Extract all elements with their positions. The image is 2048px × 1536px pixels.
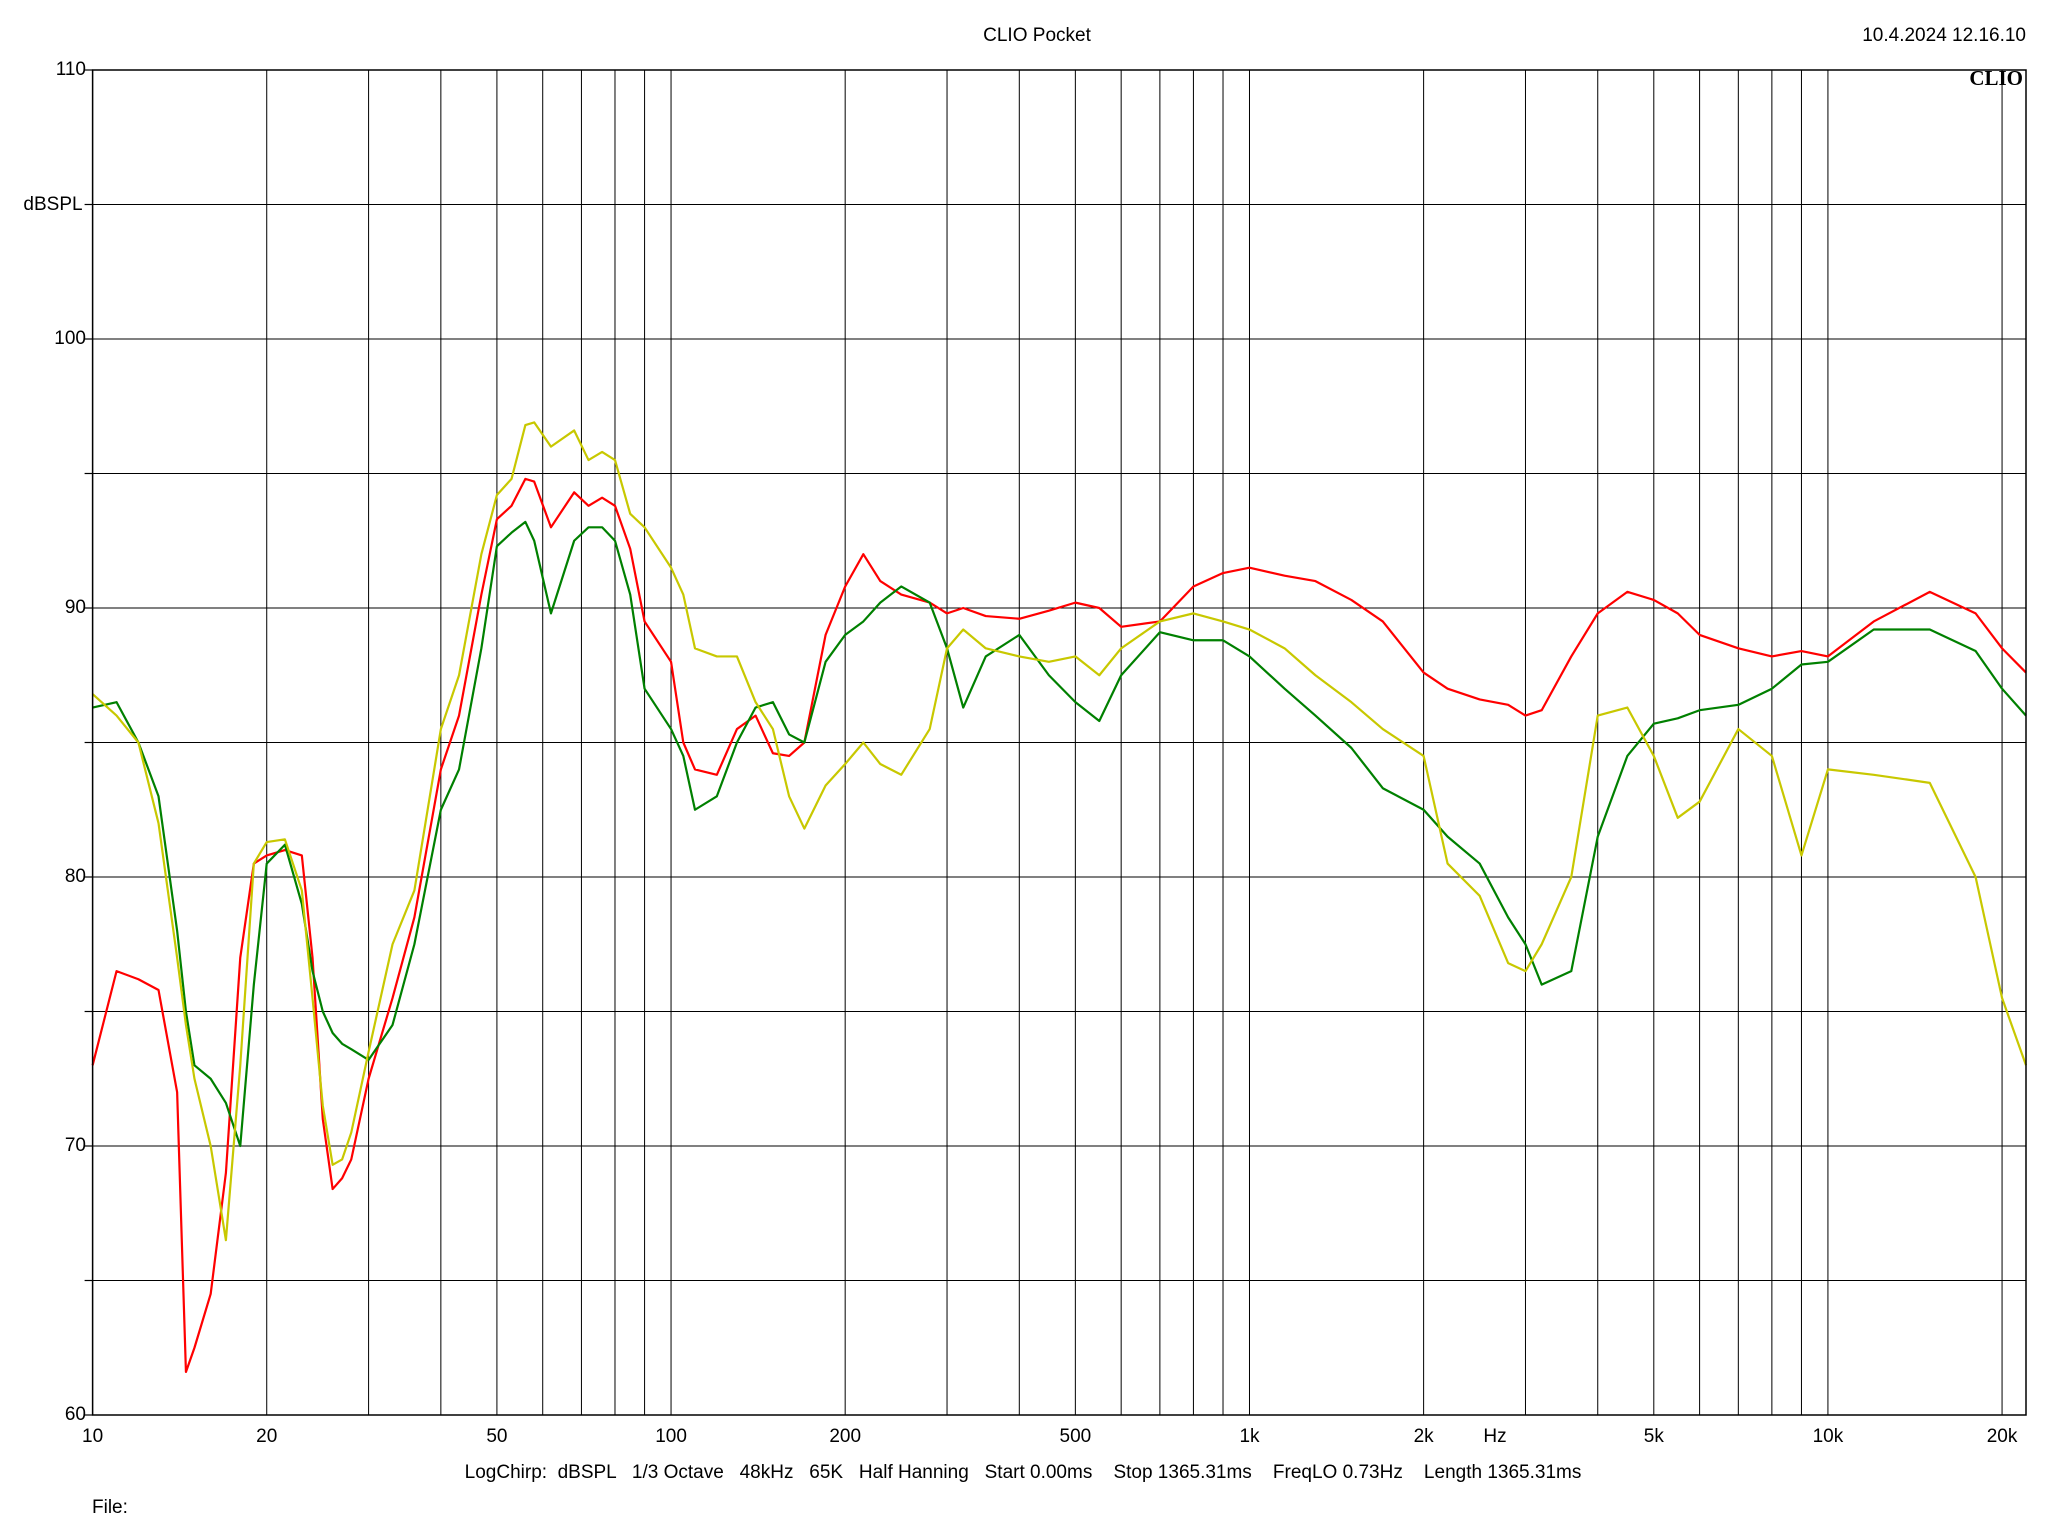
x-tick-label: 10k [1813,1426,1844,1447]
x-tick-label: 20 [256,1426,277,1447]
x-tick-label: 20k [1987,1426,2018,1447]
y-tick-label: 100 [54,328,86,349]
x-tick-label: 10 [82,1426,103,1447]
footer: LogChirp: dBSPL 1/3 Octave 48kHz 65K Hal… [465,1462,1582,1483]
x-tick-label: 1k [1239,1426,1260,1447]
logo: CLIO [1969,66,2023,90]
chart-title: CLIO Pocket [983,25,1091,46]
y-tick-label: 60 [65,1404,86,1425]
x-tick-label: 200 [829,1426,861,1447]
x-tick-label: 500 [1060,1426,1092,1447]
series-line [91,477,2027,1374]
series-line [92,520,2027,1148]
plot-lines [91,421,2028,1374]
series-line [91,421,2028,1242]
y-axis-label: dBSPL [23,194,82,215]
x-tick-label: 100 [655,1426,687,1447]
y-tick-label: 70 [65,1135,86,1156]
x-axis-label: Hz [1483,1426,1506,1447]
y-tick-label: 110 [56,59,86,80]
file-label: File: [92,1497,128,1518]
x-tick-label: 50 [486,1426,507,1447]
y-tick-label: 80 [65,866,86,887]
timestamp: 10.4.2024 12.16.10 [1862,25,2026,46]
x-tick-label: 2k [1414,1426,1435,1447]
x-tick-label: 5k [1644,1426,1665,1447]
y-tick-label: 90 [65,597,86,618]
